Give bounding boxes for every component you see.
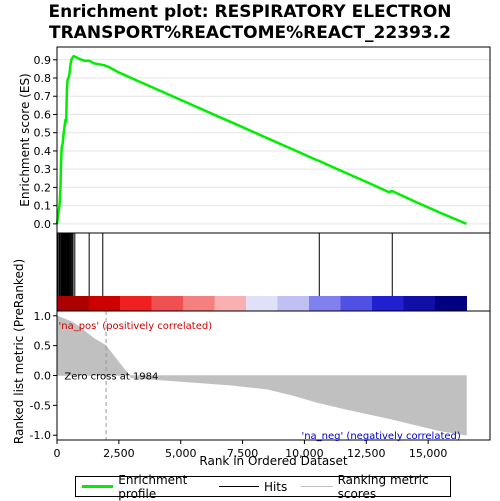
x-axis-label: Rank in Ordered Dataset [199,454,347,468]
heatmap-segment-0 [57,296,89,311]
legend-item-hits: Hits [218,479,288,494]
es-ytick-label-8: 0.8 [34,72,52,85]
legend: Enrichment profile Hits Ranking metric s… [75,473,451,501]
hits-panel-bg [57,233,490,296]
legend-item-ranking: Ranking metric scores [301,473,442,501]
heatmap-segment-12 [434,296,467,311]
es-ytick-label-6: 0.6 [34,108,52,121]
heatmap-segment-3 [151,296,184,311]
xtick-label-0: 0 [54,447,61,460]
metric-ytick-label-1: -0.5 [30,399,51,412]
heatmap-segment-8 [308,296,341,311]
es-ytick-label-4: 0.4 [34,145,52,158]
heatmap-segment-10 [371,296,404,311]
xtick-label-2: 5,000 [165,447,197,460]
xtick-label-5: 12,500 [347,447,386,460]
legend-item-enrichment: Enrichment profile [82,473,205,501]
es-ytick-label-2: 0.2 [34,181,52,194]
es-ytick-label-9: 0.9 [34,54,52,67]
es-ytick-label-7: 0.7 [34,90,52,103]
heatmap-segment-4 [182,296,215,311]
ranking-metric-area [56,315,467,436]
metric-ytick-label-2: 0.0 [34,370,52,383]
legend-swatch-ranking [301,486,333,487]
heatmap-segment-5 [214,296,247,311]
xtick-label-1: 2,500 [103,447,135,460]
annotation-negative: 'na_neg' (negatively correlated) [301,431,460,442]
legend-label-ranking: Ranking metric scores [337,472,429,501]
xtick-label-6: 15,000 [409,447,448,460]
metric-y-axis-label: Ranked list metric (PreRanked) [12,259,26,444]
es-ytick-label-1: 0.1 [34,200,52,213]
chart-title-line1: Enrichment plot: RESPIRATORY ELECTRON [48,2,452,22]
legend-label-enrichment: Enrichment profile [118,472,188,501]
es-y-axis-label: Enrichment score (ES) [18,73,32,206]
annotation-zero-cross: Zero cross at 1984 [64,372,158,383]
heatmap-segment-9 [340,296,373,311]
heatmap-segment-2 [119,296,152,311]
es-ytick-label-5: 0.5 [34,127,52,140]
legend-swatch-enrichment [82,485,114,488]
annotation-positive: 'na_pos' (positively correlated) [58,321,212,332]
es-ytick-label-3: 0.3 [34,163,52,176]
heatmap-segment-1 [88,296,121,311]
heatmap-segment-7 [277,296,310,311]
enrichment-profile-line [55,54,467,226]
heatmap-segment-11 [403,296,436,311]
chart-title-line2: TRANSPORT%REACTOME%REACT_22393.2 [49,23,451,43]
xtick-label-3: 7,500 [227,447,259,460]
metric-ytick-label-3: 0.5 [34,340,52,353]
xtick-label-4: 10,000 [285,447,324,460]
heatmap-segment-6 [245,296,278,311]
legend-label-hits: Hits [263,479,288,494]
metric-ytick-label-4: 1.0 [34,310,52,323]
legend-swatch-hits [218,486,259,487]
metric-ytick-label-0: -1.0 [30,429,51,442]
es-ytick-label-0: 0.0 [34,218,52,231]
